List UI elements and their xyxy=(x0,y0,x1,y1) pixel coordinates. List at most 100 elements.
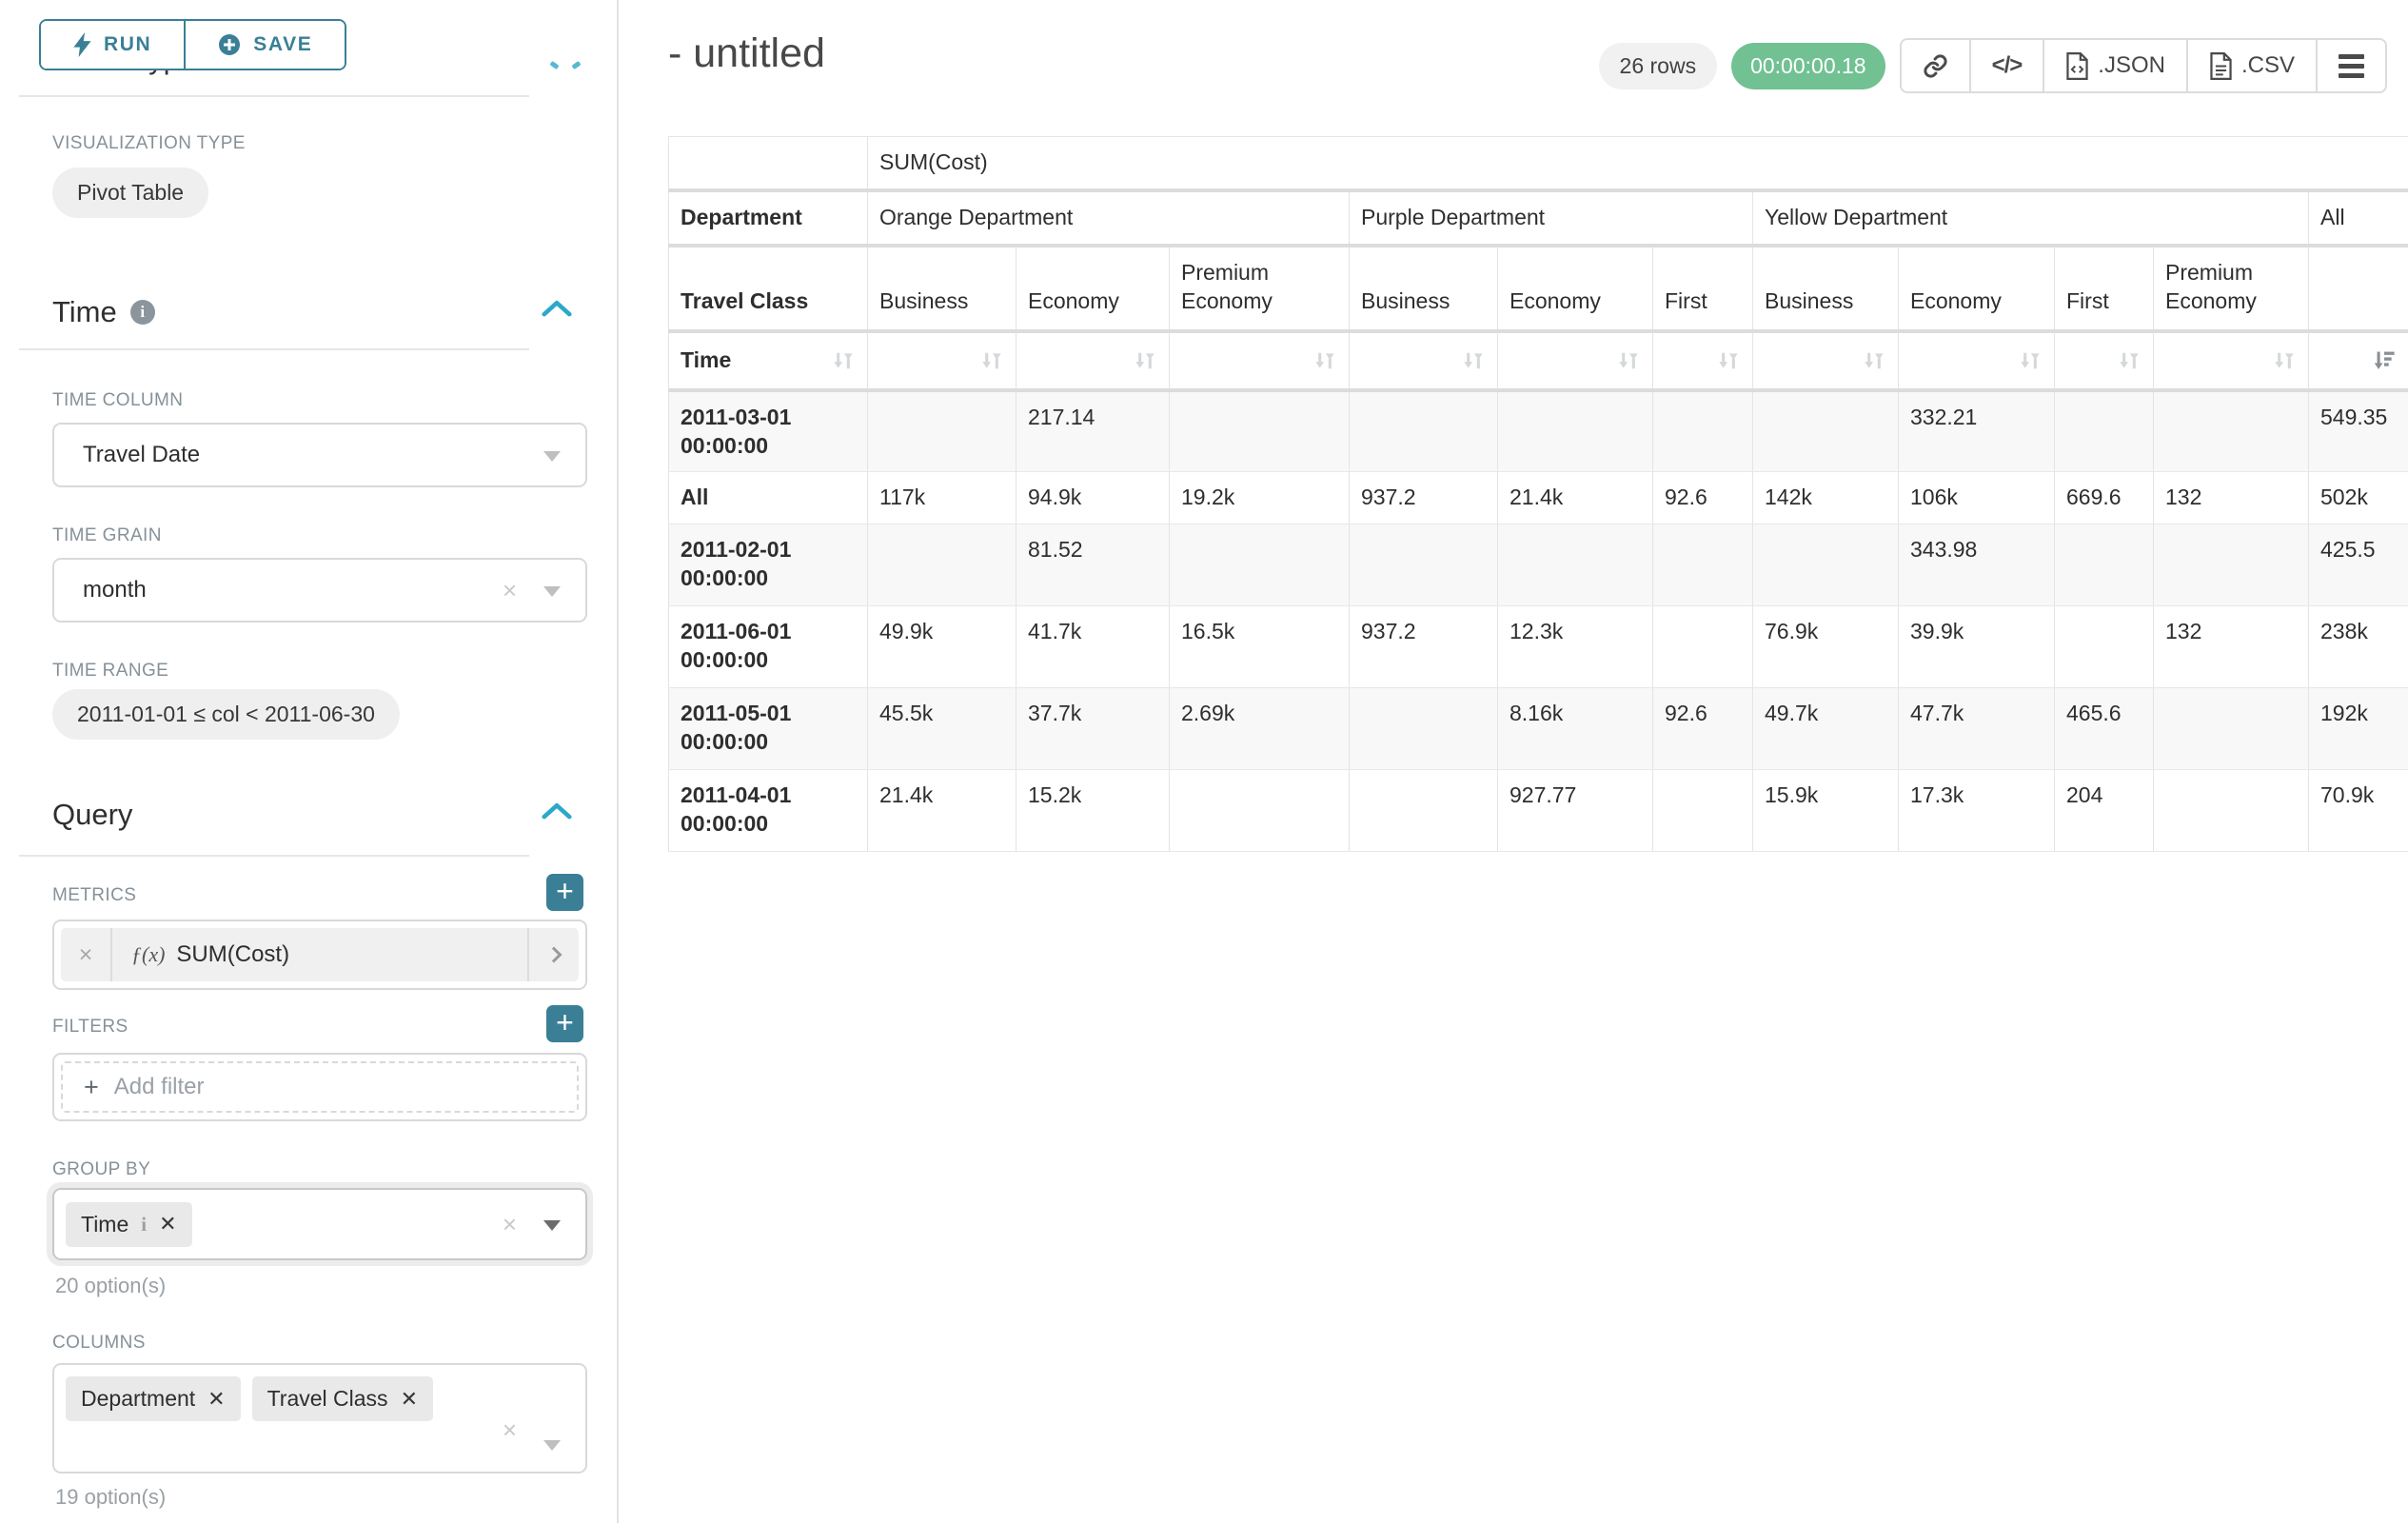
pivot-class-header: Economy xyxy=(1016,245,1170,333)
sort-cell[interactable] xyxy=(1169,330,1350,392)
clear-icon[interactable] xyxy=(503,1417,517,1442)
chevron-up-icon[interactable] xyxy=(542,801,572,824)
run-button-label: RUN xyxy=(104,33,152,55)
select-value-chip[interactable]: Travel Class xyxy=(251,1376,433,1421)
remove-chip-icon[interactable] xyxy=(159,1212,176,1236)
caret-down-icon[interactable] xyxy=(543,1440,561,1451)
menu-button[interactable] xyxy=(2316,40,2385,91)
pivot-value-cell: 37.7k xyxy=(1016,687,1170,771)
pivot-value-cell xyxy=(2054,389,2154,473)
clear-icon[interactable] xyxy=(503,578,517,603)
sort-icon xyxy=(1315,352,1334,368)
expand-metric-icon[interactable] xyxy=(527,928,579,981)
remove-chip-icon[interactable] xyxy=(207,1387,225,1412)
sort-icon xyxy=(982,352,1001,368)
pivot-value-cell xyxy=(1652,769,1753,853)
group-by-select[interactable]: Time xyxy=(52,1188,587,1260)
pivot-value-cell: 117k xyxy=(867,471,1016,525)
add-filter-plus-button[interactable] xyxy=(546,1005,583,1042)
metric-header: SUM(Cost) xyxy=(866,135,2408,192)
pivot-value-cell xyxy=(1169,524,1350,607)
pivot-department-header: Yellow Department xyxy=(1752,189,2309,247)
sort-cell[interactable] xyxy=(1752,330,1899,392)
time-grain-value: month xyxy=(83,577,147,603)
pivot-value-cell xyxy=(1349,389,1498,473)
time-column-select[interactable]: Travel Date xyxy=(52,423,587,487)
hamburger-icon xyxy=(2339,53,2364,78)
header-controls: 26 rows 00:00:00.18 .JSON xyxy=(1598,38,2387,93)
columns-select[interactable]: Department Travel Class xyxy=(52,1363,587,1474)
pivot-value-cell: 92.6 xyxy=(1652,471,1753,525)
sort-cell[interactable] xyxy=(1898,330,2055,392)
sort-cell[interactable] xyxy=(2153,330,2309,392)
query-section-header: Query xyxy=(52,798,583,832)
pivot-table: SUM(Cost) Department Orange Department Purp… xyxy=(668,135,2408,853)
caret-down-icon[interactable] xyxy=(543,451,561,462)
info-icon[interactable] xyxy=(141,1213,147,1236)
time-axis-label: Time xyxy=(681,346,732,372)
sort-cell[interactable] xyxy=(2054,330,2154,392)
save-button[interactable]: SAVE xyxy=(184,21,345,69)
run-button[interactable]: RUN xyxy=(41,21,185,69)
save-button-label: SAVE xyxy=(253,33,313,55)
select-value-chip[interactable]: Time xyxy=(66,1201,192,1247)
pivot-class-header: Business xyxy=(1349,245,1498,333)
sort-cell[interactable] xyxy=(1652,330,1753,392)
export-json-button[interactable]: .JSON xyxy=(2043,40,2186,91)
select-value-chip[interactable]: Department xyxy=(66,1376,241,1421)
sort-cell[interactable] xyxy=(1016,330,1170,392)
embed-code-button[interactable] xyxy=(1968,40,2043,91)
caret-down-icon[interactable] xyxy=(543,1220,561,1231)
clear-icon[interactable] xyxy=(503,1212,517,1236)
pivot-value-cell: 669.6 xyxy=(2054,471,2154,525)
pivot-value-cell: 937.2 xyxy=(1349,471,1498,525)
caret-down-icon[interactable] xyxy=(543,586,561,597)
sort-icon xyxy=(1135,352,1155,368)
columns-label: COLUMNS xyxy=(52,1333,146,1353)
pivot-class-header: Business xyxy=(1752,245,1899,333)
visualization-type-chip[interactable]: Pivot Table xyxy=(52,168,209,218)
metric-chip[interactable]: ƒ(x) SUM(Cost) xyxy=(61,928,579,981)
info-icon[interactable] xyxy=(129,300,155,325)
sort-cell[interactable] xyxy=(1497,330,1653,392)
chart-title[interactable]: - untitled xyxy=(668,30,825,76)
pivot-value-cell: 21.4k xyxy=(867,769,1016,853)
remove-metric-icon[interactable] xyxy=(61,928,112,981)
export-csv-button[interactable]: .CSV xyxy=(2185,40,2316,91)
pivot-value-cell: 465.6 xyxy=(2054,687,2154,771)
metric-header-row: SUM(Cost) xyxy=(668,135,2408,192)
sort-desc-icon xyxy=(2374,351,2395,369)
chart-area: - untitled 26 rows 00:00:00.18 .JSON xyxy=(621,0,2408,1523)
add-filter-button[interactable]: Add filter xyxy=(61,1061,579,1113)
chart-type-collapse-chevron-clipped[interactable] xyxy=(549,60,582,72)
sort-icon xyxy=(2275,352,2294,368)
time-grain-label: TIME GRAIN xyxy=(52,525,162,545)
sort-icon xyxy=(2120,352,2139,368)
pivot-value-cell: 425.5 xyxy=(2307,524,2408,607)
add-metric-button[interactable] xyxy=(546,874,583,911)
chip-label: Travel Class xyxy=(266,1386,388,1411)
sort-icon xyxy=(1464,352,1483,368)
travel-class-axis-label: Travel Class xyxy=(668,245,868,333)
sort-cell[interactable]: Time xyxy=(668,330,868,392)
time-column-value: Travel Date xyxy=(83,442,201,467)
sort-cell-active[interactable] xyxy=(2307,330,2408,392)
pivot-value-cell xyxy=(1652,605,1753,689)
pivot-corner-cell xyxy=(668,135,868,192)
remove-chip-icon[interactable] xyxy=(401,1387,418,1412)
pivot-data-row: 2011-06-01 00:00:00 49.9k 41.7k 16.5k 937.2 1… xyxy=(668,605,2408,689)
share-link-button[interactable] xyxy=(1902,40,1969,91)
pivot-value-cell xyxy=(1349,769,1498,853)
time-grain-select[interactable]: month xyxy=(52,558,587,623)
sort-cell[interactable] xyxy=(1349,330,1498,392)
chevron-up-icon[interactable] xyxy=(542,299,572,322)
pivot-value-cell xyxy=(867,389,1016,473)
sort-cell[interactable] xyxy=(867,330,1016,392)
pivot-row-key: 2011-05-01 00:00:00 xyxy=(668,687,868,771)
pivot-value-cell: 39.9k xyxy=(1898,605,2055,689)
department-header-row: Department Orange Department Purple Depart… xyxy=(668,189,2408,247)
export-button-group: .JSON .CSV xyxy=(1899,38,2387,93)
group-by-label: GROUP BY xyxy=(52,1159,151,1179)
pivot-value-cell: 47.7k xyxy=(1898,687,2055,771)
time-range-chip[interactable]: 2011-01-01 ≤ col < 2011-06-30 xyxy=(52,689,400,740)
